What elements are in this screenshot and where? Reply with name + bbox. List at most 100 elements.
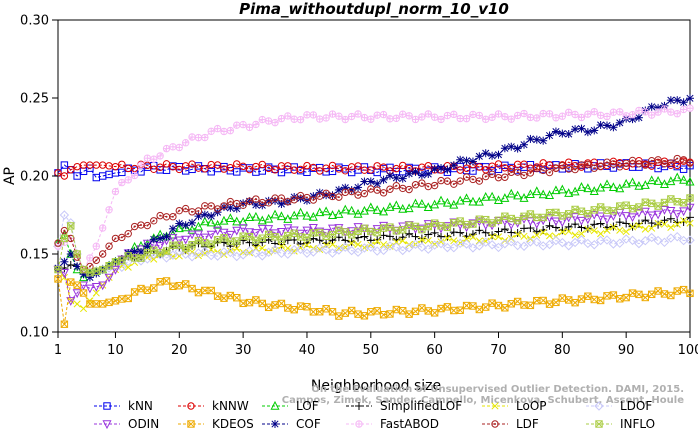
- point-kdeos: [399, 307, 407, 315]
- point-knnw: [399, 161, 407, 170]
- point-kdeos: [488, 299, 496, 307]
- point-cof: [488, 151, 497, 160]
- point-inflo: [367, 227, 375, 236]
- point-simplifiedlof: [641, 216, 650, 225]
- point-ldf: [316, 192, 324, 200]
- point-kdeos: [60, 320, 69, 328]
- point-fastabod: [201, 133, 209, 142]
- point-lof: [653, 176, 663, 185]
- point-kdeos: [309, 308, 318, 316]
- point-ldof: [168, 250, 178, 260]
- point-inflo: [379, 224, 388, 232]
- point-ldf: [469, 175, 477, 184]
- point-simplifiedlof: [290, 235, 299, 244]
- legend-marker: [595, 420, 603, 428]
- point-ldf: [411, 181, 420, 189]
- point-loop: [252, 244, 260, 252]
- point-simplifiedlof: [411, 232, 420, 241]
- point-kdeos: [443, 303, 452, 311]
- point-loop: [328, 240, 337, 249]
- point-knnw: [456, 166, 464, 174]
- point-kdeos: [194, 288, 203, 297]
- point-loop: [648, 224, 656, 232]
- point-fastabod: [277, 114, 286, 123]
- point-kdeos: [264, 303, 273, 312]
- point-knnw: [60, 172, 69, 180]
- legend-marker: [187, 420, 195, 428]
- point-inflo: [386, 223, 394, 231]
- point-odin: [570, 213, 580, 222]
- point-ldf: [207, 202, 215, 210]
- point-fastabod: [545, 110, 554, 118]
- point-fastabod: [494, 110, 503, 118]
- point-ldf: [150, 217, 158, 225]
- point-kdeos: [54, 275, 62, 283]
- point-lof: [187, 224, 197, 234]
- point-kdeos: [335, 312, 343, 320]
- point-odin: [302, 226, 312, 236]
- point-lof: [647, 175, 657, 185]
- point-kdeos: [175, 281, 183, 290]
- point-odin: [72, 289, 82, 299]
- point-fastabod: [686, 104, 694, 112]
- point-odin: [602, 215, 612, 225]
- point-inflo: [565, 210, 573, 218]
- point-fastabod: [584, 110, 592, 118]
- point-simplifiedlof: [660, 216, 669, 225]
- point-inflo: [424, 222, 432, 231]
- point-odin: [276, 227, 286, 237]
- point-inflo: [405, 221, 413, 229]
- point-fastabod: [252, 120, 260, 129]
- point-simplifiedlof: [494, 227, 503, 236]
- y-axis: 0.10 0.15 0.20 0.25 0.30: [20, 14, 58, 341]
- point-ldf: [430, 181, 439, 190]
- point-ldf: [686, 159, 694, 167]
- point-fastabod: [271, 118, 279, 127]
- point-loop: [367, 241, 375, 249]
- point-simplifiedlof: [532, 227, 541, 236]
- point-fastabod: [137, 161, 145, 169]
- point-ldof: [576, 235, 587, 245]
- point-ldof: [563, 241, 574, 251]
- point-simplifiedlof: [654, 220, 663, 229]
- point-fastabod: [309, 111, 318, 119]
- x-axis: 1 10 20 30 40 50 60 70 80 90 100: [54, 332, 698, 358]
- point-lof: [659, 179, 669, 189]
- point-kdeos: [150, 284, 158, 292]
- point-inflo: [341, 228, 349, 236]
- legend-marker: [355, 402, 363, 410]
- point-lof: [315, 207, 325, 217]
- legend-item-loop: LoOP: [482, 399, 547, 413]
- point-fastabod: [635, 106, 643, 115]
- point-inflo: [258, 234, 266, 242]
- point-ldof: [449, 243, 459, 253]
- point-lof: [232, 216, 242, 226]
- point-ldof: [346, 245, 357, 256]
- point-fastabod: [264, 117, 273, 125]
- point-lof: [545, 190, 555, 199]
- point-kdeos: [609, 291, 618, 299]
- point-knnw: [169, 163, 177, 171]
- point-fastabod: [443, 111, 452, 120]
- point-lof: [589, 186, 599, 195]
- point-fastabod: [150, 155, 158, 163]
- point-lof: [251, 211, 261, 221]
- point-loop: [609, 223, 617, 231]
- point-ldf: [584, 160, 592, 169]
- point-inflo: [309, 229, 318, 237]
- point-inflo: [360, 224, 369, 233]
- legend-label: KDEOS: [212, 417, 254, 431]
- point-ldof: [391, 242, 402, 252]
- point-kdeos: [98, 300, 107, 308]
- point-knnw: [67, 166, 75, 174]
- point-ldf: [264, 199, 273, 207]
- point-loop: [373, 237, 381, 246]
- point-kdeos: [207, 286, 215, 295]
- point-kdeos: [647, 290, 656, 299]
- point-ldf: [296, 191, 305, 200]
- point-inflo: [539, 213, 547, 222]
- point-cof: [175, 219, 184, 228]
- point-ldf: [571, 165, 579, 174]
- point-loop: [622, 228, 630, 236]
- point-loop: [514, 230, 522, 238]
